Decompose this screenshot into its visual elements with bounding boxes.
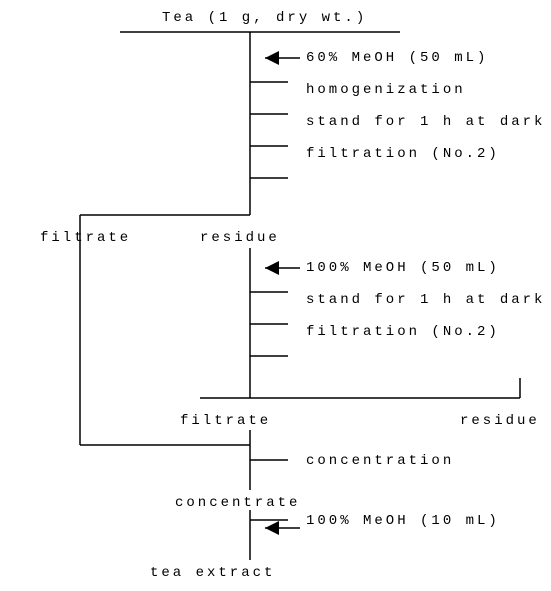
step1-line-2: stand for 1 h at dark: [306, 114, 545, 130]
split1-filtrate: filtrate: [40, 230, 131, 246]
step2-line-1: stand for 1 h at dark: [306, 292, 545, 308]
title: Tea (1 g, dry wt.): [162, 10, 367, 26]
result-label: tea extract: [150, 565, 275, 581]
split2-filtrate: filtrate: [180, 413, 271, 429]
step3-line: concentration: [306, 453, 454, 469]
step2-line-2: filtration (No.2): [306, 324, 500, 340]
concentrate-label: concentrate: [175, 495, 300, 511]
step1-line-3: filtration (No.2): [306, 146, 500, 162]
step2-line-0: 100% MeOH (50 mL): [306, 260, 500, 276]
split1-residue: residue: [200, 230, 280, 246]
step4-line: 100% MeOH (10 mL): [306, 513, 500, 529]
split2-residue: residue: [460, 413, 540, 429]
step1-line-1: homogenization: [306, 82, 466, 98]
step1-line-0: 60% MeOH (50 mL): [306, 50, 488, 66]
